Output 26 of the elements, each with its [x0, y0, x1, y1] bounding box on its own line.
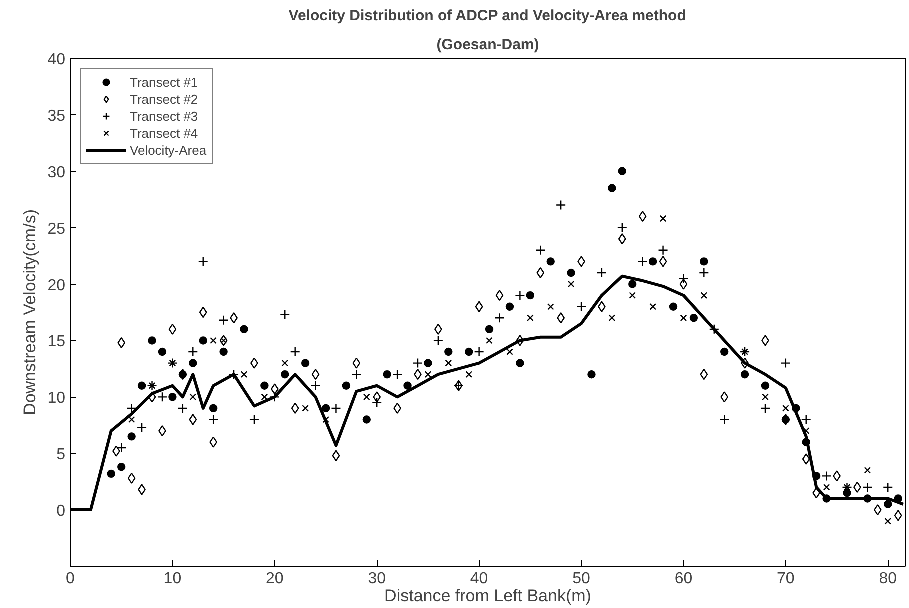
x-tick-label: 20 [266, 570, 284, 588]
y-tick-label: 15 [48, 334, 66, 351]
x-tick-label: 60 [674, 570, 693, 588]
y-tick-label: 0 [56, 503, 66, 520]
y-tick-label: 5 [56, 446, 66, 464]
legend-label: Transect #4 [130, 125, 198, 141]
x-tick-label: 70 [777, 570, 795, 588]
x-axis-title: Distance from Left Bank(m) [384, 586, 592, 606]
y-tick-label: 10 [48, 390, 66, 408]
x-tick-label: 40 [470, 570, 488, 588]
y-tick-label: 25 [48, 220, 66, 238]
x-tick-label: 30 [368, 570, 386, 588]
legend-label: Transect #3 [130, 108, 198, 124]
x-tick-label: 80 [879, 570, 898, 588]
legend-label: Velocity-Area [130, 142, 207, 158]
y-tick-label: 40 [48, 52, 66, 68]
y-tick-label: 35 [48, 108, 66, 125]
y-axis-title: Downstream Velocity(cm/s) [20, 210, 40, 416]
x-tick-label: 10 [164, 570, 182, 588]
legend-label: Transect #2 [130, 91, 198, 107]
chart-title: Velocity Distribution of ADCP and Velocity-Area method [288, 8, 686, 24]
y-tick-label: 20 [48, 277, 66, 294]
y-tick-label: 30 [48, 164, 66, 182]
legend-label: Transect #1 [130, 74, 198, 90]
chart-subtitle: (Goesan-Dam) [436, 36, 540, 54]
x-tick-label: 50 [572, 570, 591, 588]
